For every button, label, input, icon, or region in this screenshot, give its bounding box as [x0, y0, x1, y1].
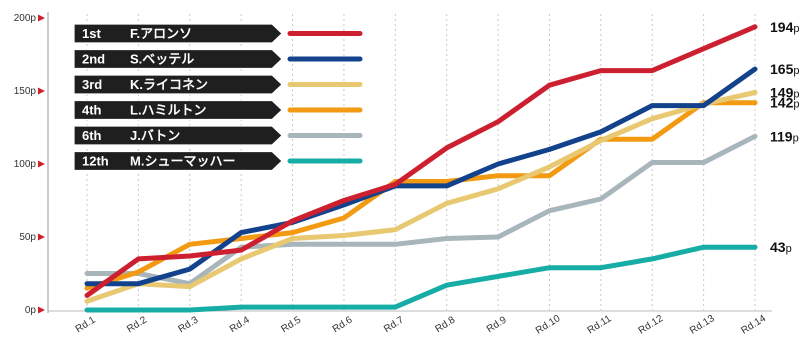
end-value-number: 165: [770, 61, 794, 77]
x-tick-label: Rd.1: [74, 314, 98, 335]
end-value-unit: p: [793, 23, 799, 35]
legend-item: 1st F.アロンソ: [73, 23, 363, 44]
end-value-unit: p: [793, 65, 799, 77]
legend-driver-name: F.アロンソ: [130, 26, 192, 41]
legend-badge: [73, 150, 283, 172]
y-tick-label: 0p: [25, 305, 37, 316]
x-tick-label: Rd.4: [228, 314, 252, 335]
series-line: [84, 244, 758, 313]
end-value-label: 194p: [770, 19, 799, 35]
legend-driver-name: L.ハミルトン: [130, 103, 207, 118]
series-line: [84, 100, 758, 291]
legend: 1st F.アロンソ 2nd S.ベッテル 3rd K.ライコネン 4th L.ハミルトン 6t…: [73, 23, 363, 172]
y-tick-label: 50p: [19, 232, 36, 243]
legend-badge: [73, 74, 283, 95]
legend-driver-name: S.ベッテル: [130, 52, 194, 67]
legend-rank: 4th: [82, 103, 102, 118]
end-value-label: 43p: [770, 239, 792, 255]
x-tick-label: Rd.11: [586, 313, 614, 336]
x-tick-label: Rd.13: [688, 313, 717, 337]
legend-item: 3rd K.ライコネン: [73, 74, 363, 95]
y-tick-marker: [38, 160, 45, 168]
legend-rank: 2nd: [82, 52, 105, 67]
legend-rank: 1st: [82, 26, 101, 41]
legend-badge: [73, 99, 283, 121]
y-tick-marker: [38, 233, 45, 241]
x-tick-label: Rd.14: [739, 313, 768, 337]
legend-driver-name: M.シューマッハー: [130, 154, 235, 169]
legend-item: 12th M.シューマッハー: [73, 150, 363, 172]
x-tick-label: Rd.7: [382, 314, 406, 335]
end-value-label: 119p: [770, 128, 799, 144]
x-tick-label: Rd.6: [331, 314, 355, 335]
legend-driver-name: K.ライコネン: [130, 77, 208, 92]
y-tick-marker: [38, 87, 45, 95]
end-value-unit: p: [793, 88, 799, 100]
end-value-unit: p: [793, 99, 799, 111]
series-line: [84, 133, 758, 287]
series-line: [84, 90, 758, 304]
y-tick-marker: [38, 306, 45, 314]
end-value-unit: p: [786, 243, 792, 255]
legend-item: 4th L.ハミルトン: [73, 99, 363, 121]
end-value-number: 194: [770, 19, 794, 35]
x-tick-label: Rd.5: [279, 314, 303, 335]
x-tick-label: Rd.9: [485, 314, 509, 335]
end-value-label: 142p: [770, 95, 799, 111]
series-line: [84, 66, 758, 287]
end-value-label: 165p: [770, 61, 799, 77]
end-value-number: 142: [770, 95, 794, 111]
legend-driver-name: J.バトン: [130, 128, 180, 143]
legend-rank: 3rd: [82, 77, 102, 92]
legend-badge: [73, 48, 283, 70]
end-value-number: 119: [770, 128, 793, 144]
y-tick-label: 100p: [14, 159, 37, 170]
x-tick-label: Rd.8: [433, 314, 457, 335]
end-value-number: 43: [770, 239, 786, 255]
legend-badge: [73, 125, 283, 146]
end-value-label: 149p: [770, 84, 799, 100]
legend-badge: [73, 23, 283, 44]
legend-rank: 6th: [82, 128, 102, 143]
x-tick-label: Rd.2: [125, 314, 149, 335]
x-tick-label: Rd.12: [637, 313, 666, 337]
end-value-number: 149: [770, 84, 794, 100]
series-line: [84, 24, 758, 298]
y-tick-label: 150p: [14, 86, 37, 97]
series-layer: [84, 24, 758, 313]
x-tick-label: Rd.3: [177, 314, 201, 335]
legend-rank: 12th: [82, 154, 109, 169]
end-value-unit: p: [793, 132, 799, 144]
legend-item: 6th J.バトン: [73, 125, 363, 146]
legend-item: 2nd S.ベッテル: [73, 48, 363, 70]
y-tick-label: 200p: [14, 13, 37, 24]
y-tick-marker: [38, 14, 45, 22]
x-tick-label: Rd.10: [534, 313, 563, 337]
